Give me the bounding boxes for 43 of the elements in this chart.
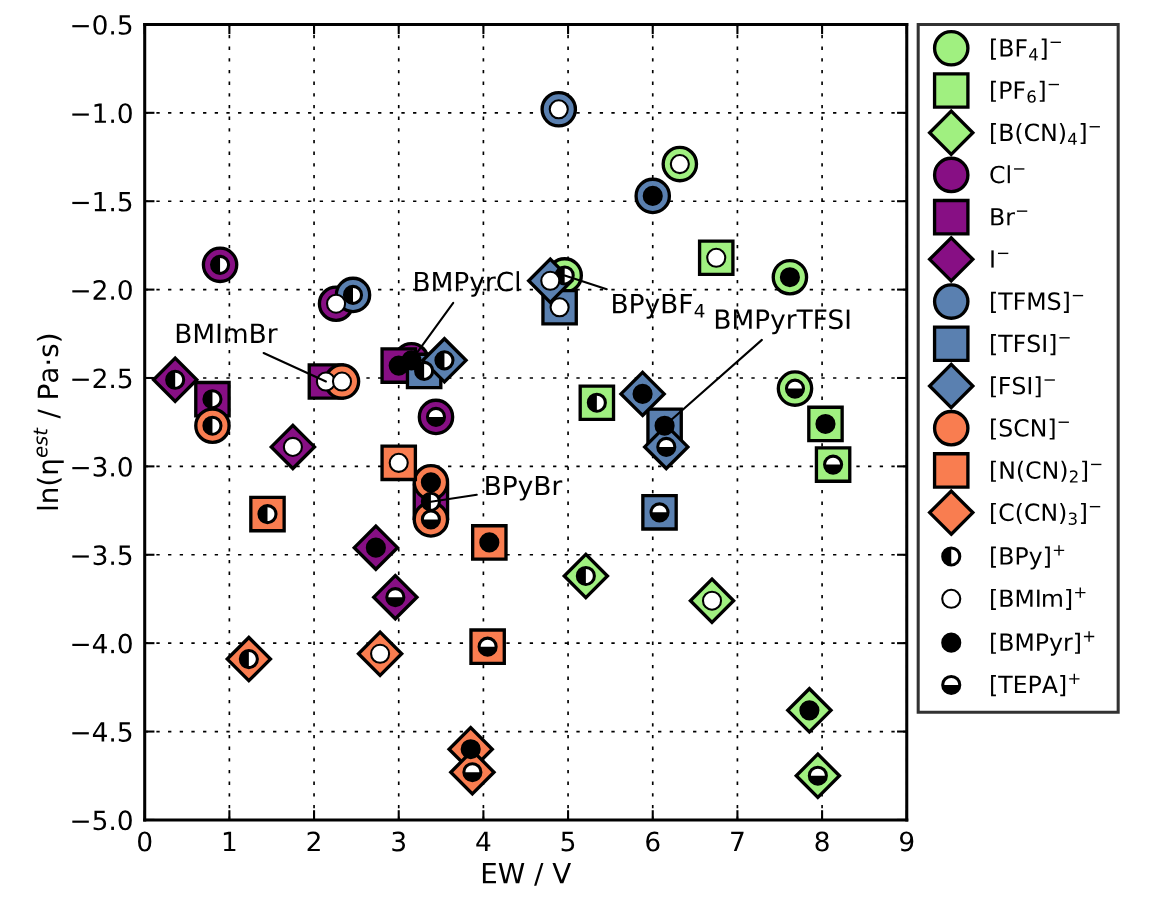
y-tick-label: −4.0 bbox=[72, 633, 132, 654]
legend-label: [BMIm]$^{+}$ bbox=[991, 587, 1086, 610]
legend-label: [N(CN)$_{2}$]$^{−}$ bbox=[991, 460, 1102, 483]
legend-label: [C(CN)$_{3}$]$^{−}$ bbox=[991, 502, 1101, 525]
x-tick-label: 4 bbox=[476, 831, 491, 852]
legend-label: [BMPyr]$^{+}$ bbox=[991, 631, 1095, 656]
annotation: BMPyrTFSI bbox=[715, 309, 850, 335]
legend-label: [FSI]$^{−}$ bbox=[991, 376, 1055, 398]
y-tick-label: −3.0 bbox=[72, 456, 132, 477]
x-tick-label: 5 bbox=[561, 831, 575, 852]
annotation: BMImBr bbox=[176, 323, 278, 343]
annotation: BMPyrCl bbox=[415, 271, 520, 297]
x-tick-label: 9 bbox=[900, 831, 914, 852]
x-axis-title: EW / V bbox=[482, 862, 572, 886]
legend-label: Br$^{−}$ bbox=[991, 208, 1028, 226]
legend-label: [PF$_{6}$]$^{−}$ bbox=[991, 80, 1059, 103]
x-tick-label: 1 bbox=[223, 831, 236, 852]
x-tick-label: 3 bbox=[392, 831, 405, 852]
legend-label: [B(CN)$_{4}$]$^{−}$ bbox=[991, 123, 1100, 145]
legend-label: Cl$^{−}$ bbox=[990, 165, 1025, 184]
legend-label: [TFSI]$^{−}$ bbox=[991, 334, 1070, 356]
y-tick-label: −3.5 bbox=[72, 545, 132, 566]
x-tick-label: 6 bbox=[646, 831, 660, 852]
legend-label: [BPy]$^{+}$ bbox=[991, 545, 1065, 570]
legend-label: [TFMS]$^{−}$ bbox=[991, 291, 1084, 313]
x-tick-label: 0 bbox=[138, 831, 152, 852]
legend-label: I$^{−}$ bbox=[991, 250, 1009, 268]
y-tick-label: −5.0 bbox=[72, 810, 132, 831]
y-tick-label: −0.5 bbox=[72, 14, 132, 35]
annotation: BPyBF$_{4}$ bbox=[613, 293, 705, 319]
y-tick-label: −2.0 bbox=[72, 280, 132, 300]
x-tick-label: 7 bbox=[731, 831, 744, 852]
y-tick-label: −1.5 bbox=[72, 192, 132, 212]
x-tick-label: 2 bbox=[307, 831, 320, 852]
x-tick-label: 8 bbox=[815, 831, 829, 852]
legend-label: [BF$_{4}$]$^{−}$ bbox=[991, 38, 1061, 61]
legend-label: [SCN]$^{−}$ bbox=[991, 418, 1069, 440]
annotation: BPyBr bbox=[486, 475, 563, 501]
y-axis-title: ln(η$^{est}$ / Pa·s) bbox=[33, 334, 64, 510]
legend-label: [TEPA]$^{+}$ bbox=[991, 673, 1080, 697]
y-tick-label: −1.0 bbox=[72, 103, 132, 124]
y-tick-label: −2.5 bbox=[72, 368, 132, 389]
y-tick-label: −4.5 bbox=[72, 722, 132, 742]
